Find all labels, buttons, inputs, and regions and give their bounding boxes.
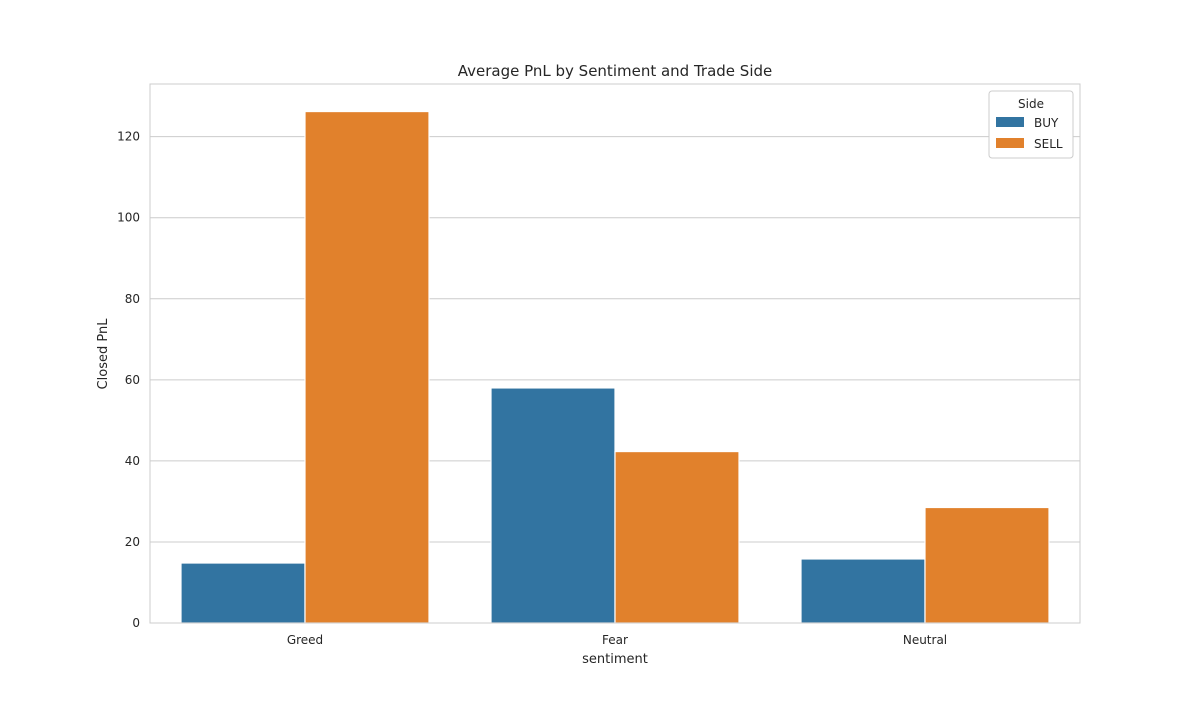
bar-fear-sell [614,450,740,624]
legend-title: Side [1018,97,1044,111]
legend-label-buy: BUY [1034,116,1059,130]
y-tick-label: 80 [125,292,140,306]
y-tick-label: 20 [125,535,140,549]
y-tick-label: 40 [125,454,140,468]
y-tick-label: 0 [132,616,140,630]
x-tick-label: Greed [287,633,323,647]
y-tick-label: 60 [125,373,140,387]
chart-title: Average PnL by Sentiment and Trade Side [458,62,773,80]
y-tick-labels: 0 20 40 60 80 100 120 [117,130,140,630]
x-tick-labels: Greed Fear Neutral [287,633,947,647]
bar-greed-sell [304,110,430,624]
bar-neutral-buy [800,558,926,624]
x-tick-label: Fear [602,633,628,647]
legend-swatch-sell [996,138,1024,148]
bar-greed-buy [180,562,306,624]
plot-frame [149,83,1081,624]
x-axis-label: sentiment [582,652,648,667]
x-tick-label: Neutral [903,633,947,647]
legend-label-sell: SELL [1034,137,1063,151]
y-tick-label: 120 [117,130,140,144]
y-axis-label: Closed PnL [96,318,111,390]
bar-neutral-sell [924,506,1050,624]
legend-swatch-buy [996,117,1024,127]
y-tick-label: 100 [117,211,140,225]
bars [180,110,1050,624]
legend: Side BUY SELL [988,90,1074,159]
bar-fear-buy [490,387,616,624]
legend-items: BUY SELL [996,116,1063,151]
